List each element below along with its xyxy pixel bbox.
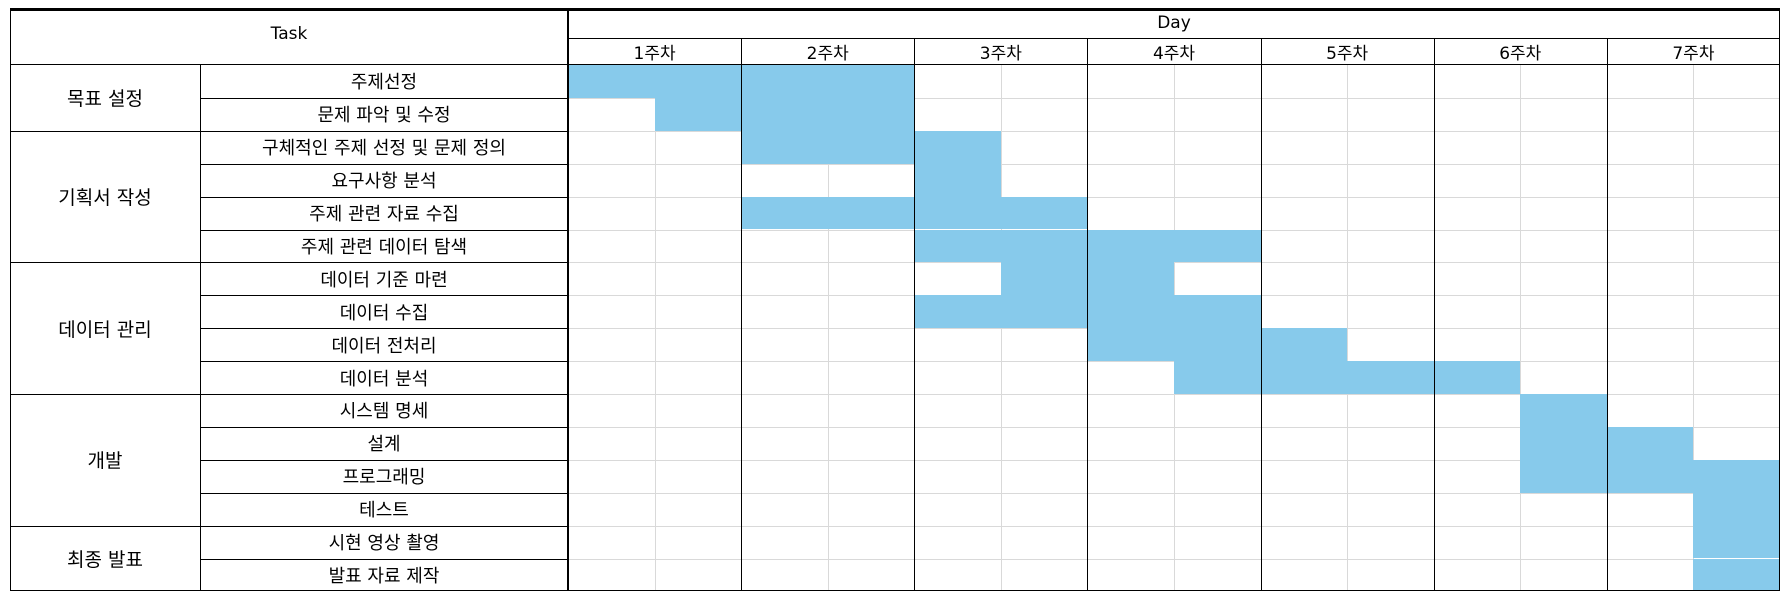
task-row-line [200, 361, 568, 363]
week-divider [741, 38, 743, 592]
task-row-line [200, 262, 568, 264]
outer-top-border [10, 8, 1780, 11]
task-header: Task [270, 24, 308, 44]
task-label: 발표 자료 제작 [328, 565, 440, 587]
week-divider [1260, 38, 1262, 592]
header-bottom-line [10, 64, 1780, 65]
task-label: 문제 파악 및 수정 [317, 105, 451, 127]
task-label: 주제 관련 데이터 탐색 [300, 236, 468, 258]
task-row-line [200, 525, 568, 527]
week-label: 6주차 [1499, 44, 1542, 64]
week-label: 7주차 [1672, 44, 1715, 64]
grid-hline [568, 459, 1780, 461]
task-row-line [200, 229, 568, 231]
task-label: 주제 관련 자료 수집 [309, 204, 459, 226]
week-divider [914, 38, 916, 592]
group-label: 최종 발표 [67, 548, 143, 571]
group-divider [10, 394, 200, 395]
grid-hline [568, 525, 1780, 527]
task-row-line [200, 459, 568, 461]
task-label: 테스트 [359, 500, 409, 522]
group-divider [10, 525, 200, 527]
task-label: 구체적인 주제 선정 및 문제 정의 [262, 138, 506, 160]
outer-left-border [10, 8, 11, 592]
task-row-line [200, 492, 568, 494]
task-label: 데이터 전처리 [331, 335, 437, 357]
task-row-line [200, 426, 568, 428]
task-row-line [200, 97, 568, 99]
task-label: 설계 [367, 434, 401, 456]
task-bar [1520, 394, 1607, 427]
group-label: 기획서 작성 [58, 187, 152, 210]
task-bar [1693, 492, 1780, 526]
grid-hline [568, 262, 1780, 264]
grid-hline [568, 492, 1780, 494]
grid-hline [568, 558, 1780, 560]
task-bar [1087, 328, 1348, 362]
outer-bottom-border [10, 590, 1780, 592]
group-label: 개발 [87, 450, 123, 473]
week-label: 2주차 [806, 44, 849, 64]
grid-hline [568, 130, 1780, 132]
task-label: 데이터 수집 [339, 302, 429, 324]
task-label: 데이터 기준 마련 [320, 269, 448, 291]
task-bar [1693, 525, 1780, 559]
task-bar [741, 130, 1001, 164]
day-bottom-line [568, 38, 1780, 39]
day-header: Day [1157, 13, 1191, 33]
task-row-line [200, 130, 568, 132]
grid-hline [568, 163, 1780, 165]
group-label: 목표 설정 [67, 88, 143, 111]
week-label: 1주차 [633, 44, 676, 64]
grid-hline [568, 97, 1780, 99]
task-row-line [200, 394, 568, 395]
week-divider [1606, 38, 1608, 592]
group-divider [10, 262, 200, 264]
outer-right-border [1779, 8, 1780, 592]
task-bar [1693, 558, 1780, 592]
week-divider [1433, 38, 1435, 592]
group-divider [10, 130, 200, 132]
task-label: 시현 영상 촬영 [328, 533, 440, 555]
task-label: 요구사항 분석 [331, 171, 437, 193]
task-bar [1000, 262, 1174, 296]
task-row-line [200, 196, 568, 198]
task-row-line [200, 558, 568, 560]
task-label: 프로그래밍 [342, 467, 426, 489]
task-bar [1520, 459, 1780, 493]
task-label: 데이터 분석 [339, 368, 429, 390]
task-label: 시스템 명세 [339, 401, 429, 423]
grid-hline [568, 196, 1780, 198]
task-bar [654, 97, 915, 131]
task-row-line [200, 295, 568, 297]
group-label: 데이터 관리 [58, 318, 152, 341]
task-row-line [200, 163, 568, 165]
week-label: 5주차 [1326, 44, 1369, 64]
week-label: 4주차 [1152, 44, 1196, 64]
grid-hline [568, 426, 1780, 428]
week-divider [1087, 38, 1089, 592]
week-label: 3주차 [979, 44, 1022, 64]
grid-hline [568, 394, 1780, 395]
task-timeline-divider [567, 8, 569, 592]
task-label: 주제선정 [350, 72, 418, 94]
task-row-line [200, 328, 568, 330]
group-task-divider [200, 65, 201, 592]
task-bar [1174, 361, 1521, 394]
task-bar [914, 163, 1001, 197]
